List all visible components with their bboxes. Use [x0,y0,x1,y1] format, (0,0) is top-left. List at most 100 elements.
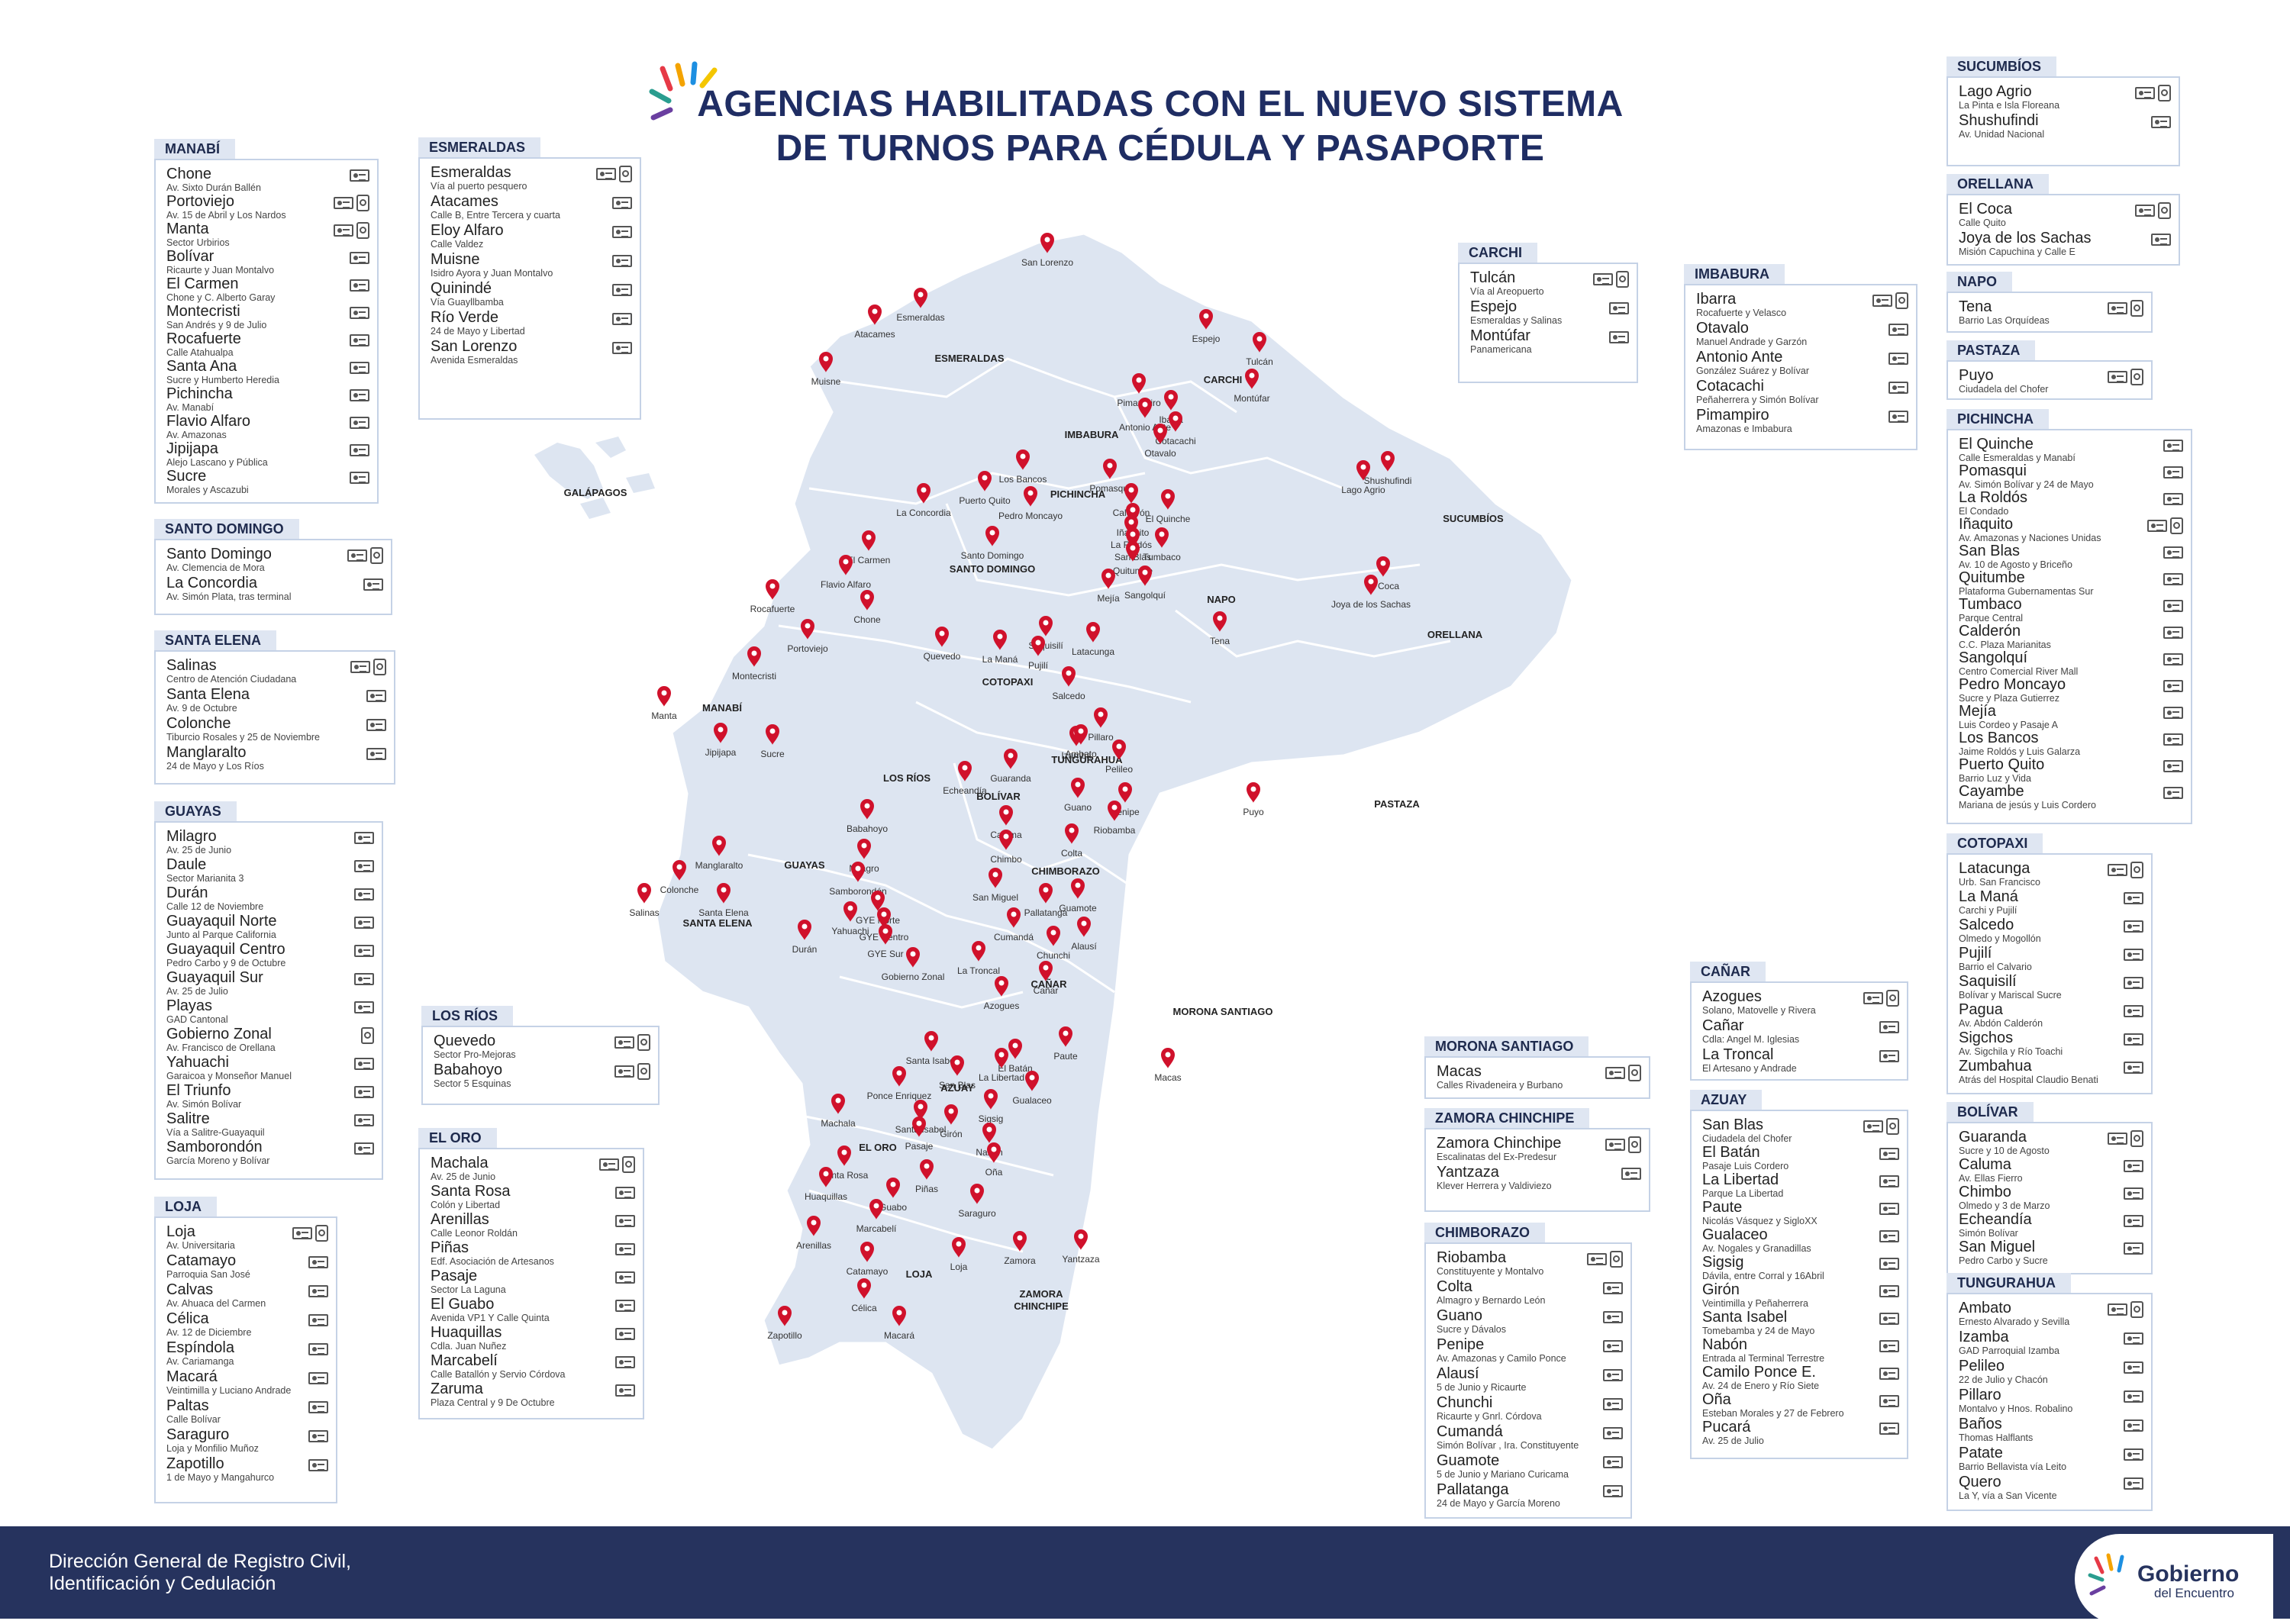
agency-name: Pujilí [1959,945,1992,962]
agency-address: Jaime Roldós y Luis Galarza [1959,746,2081,757]
service-icons [2124,949,2143,961]
city-marker: Pedro Moncayo [998,486,1063,521]
agency-name: La Concordia [166,575,257,591]
agency-address: GAD Parroquial Izamba [1959,1345,2060,1356]
location-pin-icon [860,590,874,611]
city-marker: Joya de los Sachas [1331,575,1411,610]
province-heading: MORONA SANTIAGO [1424,1036,1589,1056]
agency-list: Puyo Ciudadela del Chofer [1948,362,2151,395]
agency-address: Calle Batallón y Servio Córdova [431,1369,566,1380]
agency-address: Urb. San Francisco [1959,877,2040,888]
agency-item: Mejía Luis Cordeo y Pasaje A [1948,704,2191,730]
agency-list: Ambato Ernesto Alvarado y Sevilla Izamba GA… [1948,1294,2151,1503]
agency-address: Sucre y Dávalos [1437,1324,1507,1335]
id-card-icon [350,279,369,292]
service-icons [2135,85,2171,102]
agency-name: Quero [1959,1474,2001,1490]
city-marker: Salinas [629,883,660,918]
id-card-icon [1603,1340,1623,1352]
location-pin-icon [1164,390,1178,411]
id-card-icon [354,917,374,929]
agency-item: Pagua Av. Abdón Calderón [1948,1002,2151,1030]
passport-icon [2130,369,2143,385]
location-pin-icon [1153,424,1167,444]
city-label: Portoviejo [787,643,828,654]
agency-name: Flavio Alfaro [166,413,251,430]
city-label: Pasaje [905,1141,934,1152]
agency-name: Macas [1437,1063,1482,1080]
id-card-icon [2124,1062,2143,1074]
location-pin-icon [1138,398,1152,418]
agency-name: Sangolquí [1959,649,2028,666]
service-icons [615,1215,635,1227]
id-card-icon [1587,1253,1607,1265]
service-icons [612,342,632,354]
location-pin-icon [982,1123,996,1143]
agency-item: San Blas Ciudadela del Chofer [1692,1117,1907,1145]
location-pin-icon [801,619,814,640]
city-label: Shushufindi [1364,475,1412,486]
location-pin-icon [1016,450,1030,470]
service-icons [2124,1160,2143,1172]
location-pin-icon [989,868,1002,888]
logo-sub-text: del Encuentro [2154,1586,2234,1600]
agency-address: Barrio Las Orquídeas [1959,315,2050,326]
agency-address: Ciudadela del Chofer [1959,384,2049,395]
id-card-icon [2108,864,2127,876]
service-icons [350,472,369,484]
agency-address: Atrás del Hospital Claudio Benati [1959,1075,2098,1085]
agency-item: Baños Thomas Halflants [1948,1416,2151,1445]
city-marker: Riobamba [1094,801,1136,836]
agency-item: Babahoyo Sector 5 Esquinas [423,1062,658,1091]
agency-name: Quevedo [434,1033,496,1049]
city-marker: Montúfar [1234,369,1270,404]
id-card-icon [354,1114,374,1126]
agency-item: Gualaceo Av. Nogales y Granadillas [1692,1227,1907,1255]
id-card-icon [354,1058,374,1070]
location-pin-icon [1161,489,1175,510]
agency-name: El Quinche [1959,436,2034,453]
service-icons [2124,1361,2143,1374]
location-pin-icon [1004,749,1018,769]
city-label: La Concordia [896,508,951,518]
agency-address: Sector Pro-Mejoras [434,1049,516,1060]
agency-address: Almagro y Bernardo León [1437,1295,1546,1306]
agency-name: Santa Ana [166,358,237,375]
agency-address: Av. 25 de Junio [166,845,232,856]
agency-name: Riobamba [1437,1249,1507,1266]
id-card-icon [2163,466,2183,478]
agency-list: Loja Av. Universitaria Catamayo Parroquia S… [156,1218,336,1485]
agency-name: Pimampiro [1696,407,1769,424]
agency-address: Av. Clemencia de Mora [166,562,265,573]
id-card-icon [1879,1230,1899,1242]
region-label: ZAMORA CHINCHIPE [1014,1288,1069,1312]
service-icons [308,1430,328,1442]
province-heading: NAPO [1946,272,2013,292]
location-pin-icon [1101,569,1115,589]
city-label: Paute [1053,1051,1078,1062]
city-marker: Sigsig [979,1089,1003,1124]
agency-list: Macas Calles Rivadeneira y Burbano [1426,1058,1649,1093]
footer-institution: Dirección General de Registro Civil, Ide… [49,1551,351,1594]
id-card-icon [2108,371,2127,383]
agency-address: Alejo Lascano y Pública [166,457,268,468]
agency-address: 5 de Junio y Ricaurte [1437,1382,1527,1393]
agency-item: Sucre Morales y Ascazubi [156,469,377,496]
id-card-icon [2151,234,2171,246]
agency-address: Ricaurte y Gnrl. Córdova [1437,1411,1542,1422]
agency-item: El Batán Pasaje Luis Cordero [1692,1145,1907,1172]
agency-address: Entrada al Terminal Terrestre [1702,1353,1825,1364]
id-card-icon [354,1086,374,1098]
agency-name: Manglaralto [166,744,247,761]
passport-icon [315,1225,328,1242]
city-label: Chone [853,614,881,625]
region-label: NAPO [1207,594,1236,605]
id-card-icon [2124,1215,2143,1227]
city-label: Yantzaza [1062,1254,1099,1265]
agency-item: Samborondón García Moreno y Bolívar [156,1139,382,1168]
agency-address: Calles Rivadeneira y Burbano [1437,1080,1563,1091]
city-label: Pillaro [1088,732,1114,743]
id-card-icon [2163,546,2183,559]
agency-name: Espíndola [166,1339,234,1356]
location-pin-icon [1103,459,1117,479]
